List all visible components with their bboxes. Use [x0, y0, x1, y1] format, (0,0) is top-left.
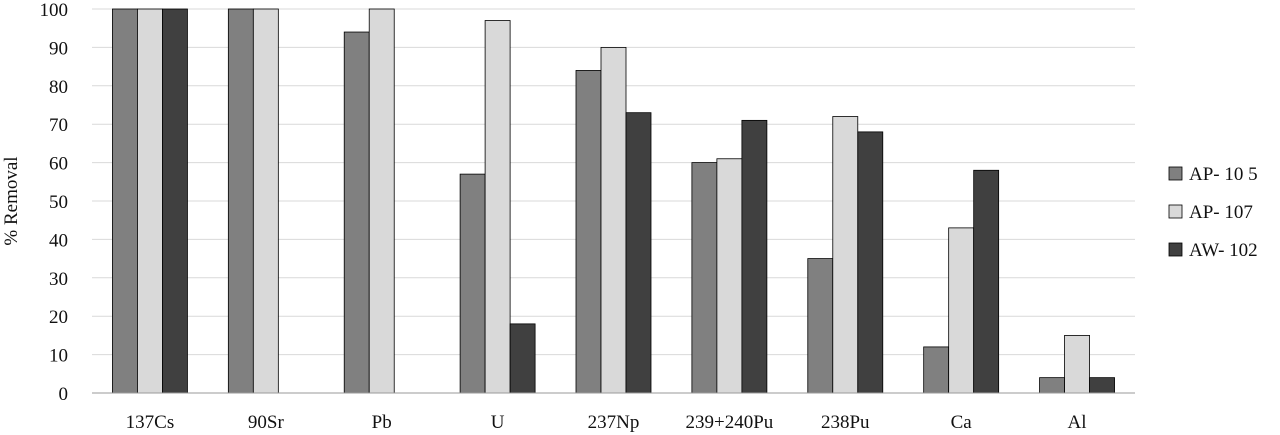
- bar: [948, 227, 975, 394]
- bar: [1064, 334, 1090, 394]
- y-tick-label: 40: [49, 230, 68, 251]
- x-tick-label: 239+240Pu: [685, 412, 773, 433]
- x-tick-label: 237Np: [588, 412, 640, 433]
- bar: [691, 162, 718, 394]
- bar: [368, 8, 395, 394]
- legend-swatch: [1168, 242, 1183, 257]
- x-tick-label: 238Pu: [821, 412, 870, 433]
- bar: [973, 169, 1000, 394]
- y-tick-label: 50: [49, 192, 68, 213]
- x-tick-label: 90Sr: [248, 412, 285, 433]
- bar: [807, 258, 834, 394]
- y-tick-label: 0: [59, 384, 69, 405]
- legend: AP- 10 5 AP- 107 AW- 102: [1168, 164, 1258, 261]
- y-tick-label: 100: [40, 0, 69, 21]
- bar: [227, 8, 254, 394]
- x-tick-label: U: [491, 412, 505, 433]
- legend-swatch: [1168, 204, 1183, 219]
- bar: [1089, 377, 1115, 394]
- bar: [625, 112, 652, 394]
- y-axis-title: % Removal: [1, 156, 22, 245]
- y-tick-label: 60: [49, 154, 68, 175]
- bar: [857, 131, 884, 394]
- x-tick-label: Al: [1068, 412, 1087, 433]
- bar: [459, 173, 486, 394]
- x-tick-label: Pb: [372, 412, 392, 433]
- y-tick-label: 70: [49, 115, 68, 136]
- bar: [923, 346, 950, 394]
- bar: [162, 8, 188, 394]
- y-tick-label: 80: [49, 77, 68, 98]
- bar: [343, 31, 370, 394]
- legend-swatch: [1168, 166, 1183, 181]
- bar: [1039, 377, 1065, 394]
- bar: [252, 8, 279, 394]
- y-tick-label: 10: [49, 346, 68, 367]
- bar: [137, 8, 163, 394]
- bar: [509, 323, 536, 394]
- legend-label: AP- 107: [1189, 202, 1253, 223]
- x-tick-label: Ca: [951, 412, 973, 433]
- bar: [600, 47, 627, 394]
- y-tick-label: 30: [49, 269, 68, 290]
- bar: [741, 119, 768, 394]
- legend-label: AP- 10 5: [1189, 164, 1258, 185]
- x-tick-label: 137Cs: [126, 412, 175, 433]
- bar: [112, 8, 138, 394]
- y-tick-label: 20: [49, 307, 68, 328]
- legend-label: AW- 102: [1189, 240, 1258, 261]
- y-tick-labels: 0 10 20 30 40 50 60 70 80 90 100: [40, 0, 69, 405]
- bar: [716, 158, 743, 394]
- bar: [832, 116, 859, 394]
- bar: [484, 20, 511, 394]
- bar: [575, 70, 602, 394]
- y-tick-label: 90: [49, 38, 68, 59]
- x-category-labels: 137Cs 90Sr Pb U 237Np 239+240Pu 238Pu Ca Al: [126, 412, 1087, 433]
